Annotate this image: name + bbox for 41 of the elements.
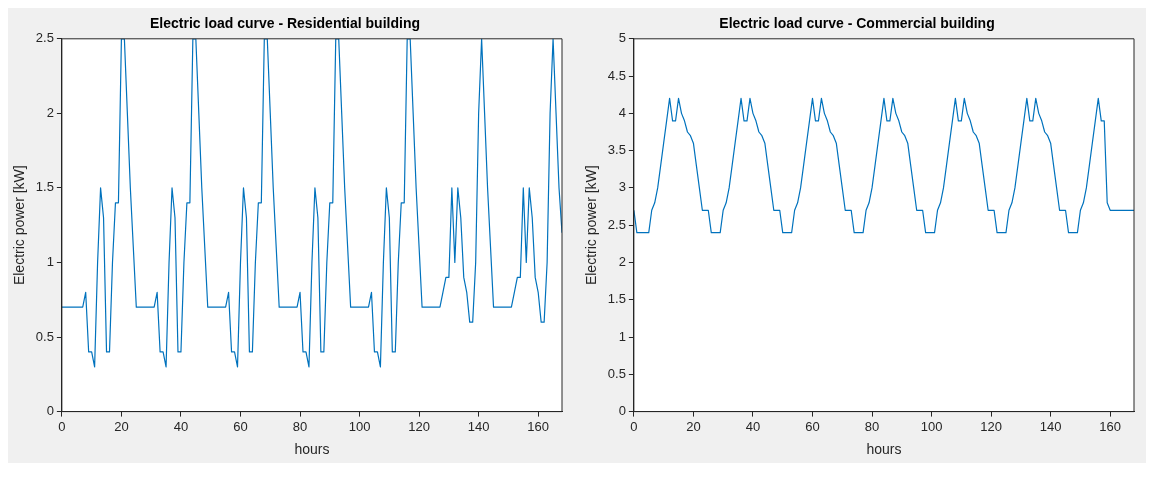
y-tick-label: 0.5	[35, 328, 54, 344]
y-tick-label: 0.5	[607, 365, 626, 381]
x-tick-label: 140	[467, 418, 490, 434]
y-axis-title: Electric power [kW]	[583, 165, 600, 286]
x-tick-label: 60	[233, 418, 248, 434]
x-tick-label: 160	[527, 418, 550, 434]
y-tick-label: 4.5	[607, 67, 626, 83]
y-tick-label: 0	[46, 403, 54, 419]
x-tick-label: 100	[348, 418, 371, 434]
x-tick-label: 40	[173, 418, 189, 434]
x-tick-label: 100	[920, 418, 943, 434]
y-tick-label: 1	[618, 328, 626, 344]
y-tick-label: 3	[618, 179, 626, 195]
x-axis-title: hours	[866, 441, 902, 458]
x-tick-label: 120	[980, 418, 1002, 434]
y-tick-label: 2.5	[607, 216, 626, 232]
x-tick-label: 60	[805, 418, 820, 434]
chart-title: Electric load curve - Commercial building	[719, 15, 995, 32]
y-tick-label: 5	[618, 30, 626, 46]
x-tick-label: 120	[408, 418, 430, 434]
chart-title: Electric load curve - Residential building	[150, 15, 420, 32]
x-axis-title: hours	[294, 441, 330, 458]
y-tick-label: 1.5	[35, 179, 54, 195]
y-tick-label: 4	[618, 104, 626, 120]
y-tick-label: 2.5	[35, 30, 54, 46]
y-tick-label: 2	[618, 254, 626, 270]
y-tick-label: 0	[618, 403, 626, 419]
x-tick-label: 160	[1099, 418, 1122, 434]
x-tick-label: 20	[686, 418, 701, 434]
y-axis-title: Electric power [kW]	[11, 165, 28, 286]
x-tick-label: 0	[58, 418, 66, 434]
x-tick-label: 140	[1039, 418, 1062, 434]
y-tick-label: 1	[46, 254, 54, 270]
x-tick-label: 0	[630, 418, 638, 434]
y-tick-label: 3.5	[607, 142, 626, 158]
x-tick-label: 40	[745, 418, 761, 434]
x-tick-label: 80	[864, 418, 880, 434]
x-tick-label: 20	[114, 418, 129, 434]
x-tick-label: 80	[292, 418, 308, 434]
y-tick-label: 2	[46, 104, 54, 120]
y-tick-label: 1.5	[607, 291, 626, 307]
